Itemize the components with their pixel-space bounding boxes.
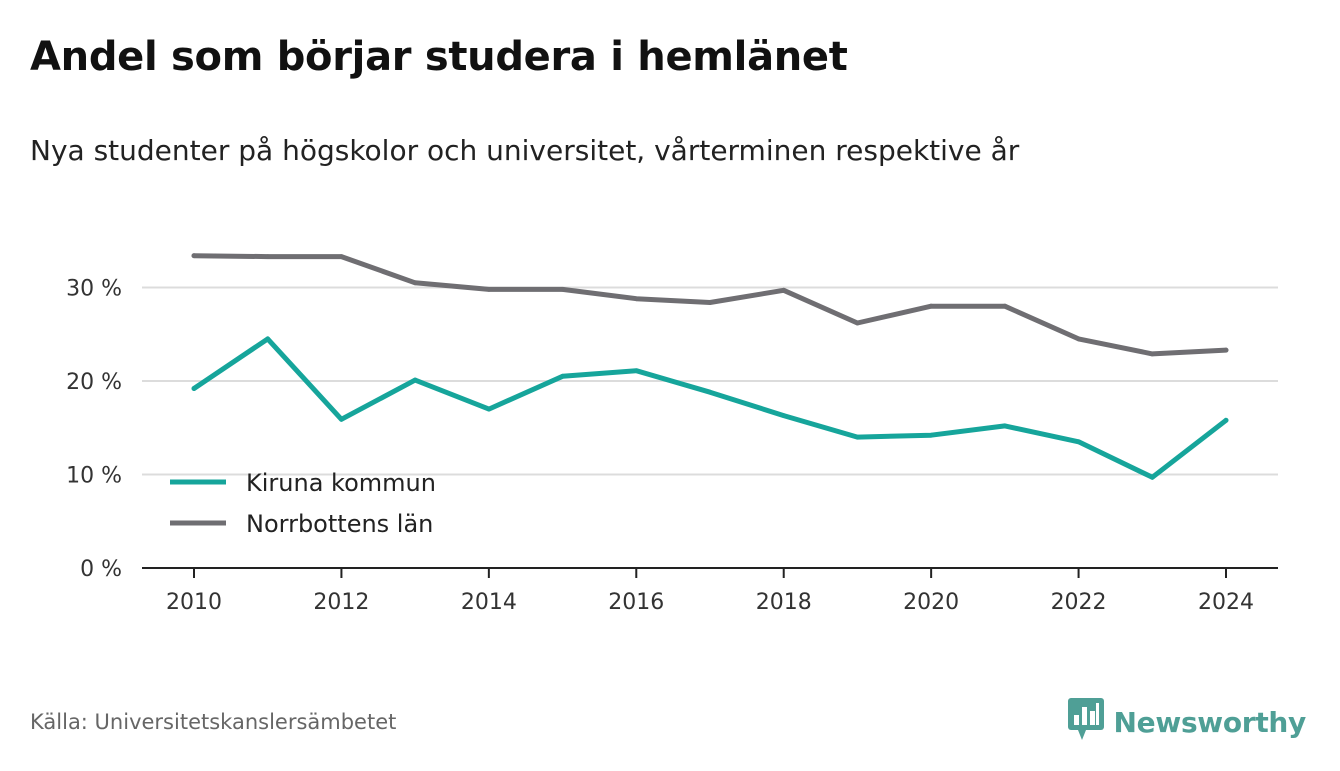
data-point [1149, 474, 1155, 480]
data-point [339, 416, 344, 422]
data-point [1002, 423, 1008, 429]
data-point [560, 286, 565, 292]
data-point [560, 373, 565, 379]
y-tick-label: 10 % [66, 464, 122, 489]
y-tick-label: 20 % [66, 370, 122, 395]
data-point [855, 320, 860, 326]
brand-name: Newsworthy [1113, 705, 1307, 739]
data-point [265, 254, 271, 260]
data-point [1076, 336, 1081, 342]
data-point [781, 287, 787, 293]
data-point [707, 389, 713, 395]
data-point [633, 368, 639, 374]
data-point [1223, 417, 1229, 423]
x-tick-label: 2014 [461, 590, 517, 615]
y-tick-label: 30 % [66, 277, 122, 302]
y-tick-label: 0 % [80, 557, 122, 582]
chart-subtitle: Nya studenter på högskolor och universit… [30, 134, 1020, 167]
data-point [928, 432, 934, 438]
legend-label: Kiruna kommun [246, 469, 436, 497]
series-layer [191, 253, 1229, 480]
series-line-0 [191, 336, 1229, 480]
x-tick-label: 2010 [166, 590, 222, 615]
axis-layer: 0 % 10 % 20 % 30 % 2010 2012 2014 2016 2018 2020 2… [66, 277, 1278, 615]
data-point [412, 280, 418, 286]
chart-title: Andel som börjar studera i hemlänet [30, 34, 848, 80]
source-note: Källa: Universitetskanslersämbetet [30, 710, 397, 734]
data-point [1223, 347, 1229, 353]
data-point [1149, 351, 1155, 357]
data-point [486, 286, 492, 292]
data-point [265, 336, 271, 342]
data-point [1002, 303, 1008, 309]
data-point [412, 377, 418, 383]
x-tick-label: 2016 [608, 590, 664, 615]
grid-layer [142, 286, 1278, 476]
data-point [855, 434, 860, 440]
x-tick-label: 2022 [1051, 590, 1107, 615]
data-point [339, 254, 344, 260]
data-point [928, 303, 934, 309]
legend: Kiruna kommun Norrbottens län [170, 469, 436, 538]
x-tick-label: 2024 [1198, 590, 1254, 615]
data-point [486, 406, 492, 412]
data-point [781, 413, 787, 418]
data-point [191, 253, 197, 259]
legend-label: Norrbottens län [246, 510, 433, 538]
data-point [633, 296, 639, 302]
bar-chart-badge-icon [1067, 698, 1104, 746]
brand-logo: Newsworthy [1067, 698, 1307, 746]
data-point [191, 386, 197, 391]
data-point [1076, 439, 1081, 445]
x-tick-label: 2012 [313, 590, 369, 615]
x-tick-label: 2020 [903, 590, 959, 615]
data-point [707, 300, 713, 305]
x-tick-label: 2018 [756, 590, 812, 615]
